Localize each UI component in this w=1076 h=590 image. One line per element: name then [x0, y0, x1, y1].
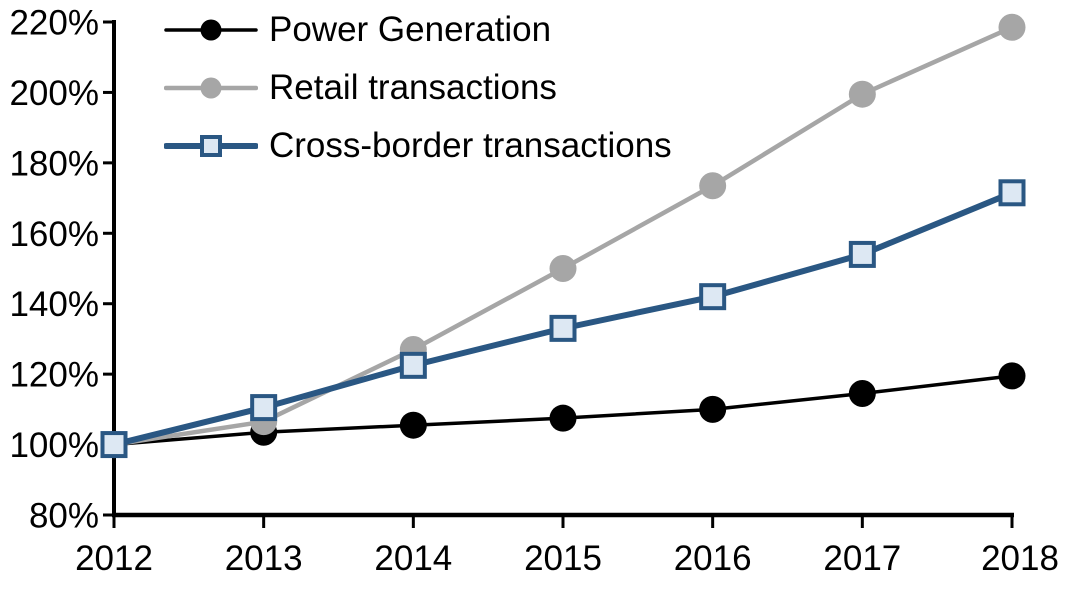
y-tick-label: 80% — [29, 497, 99, 536]
data-point-marker — [848, 380, 876, 408]
legend-label-power-generation: Power Generation — [269, 10, 552, 49]
legend-sample-marker — [200, 135, 222, 157]
x-tick-label: 2018 — [981, 539, 1059, 578]
data-point-marker — [549, 404, 577, 432]
data-point-marker — [699, 395, 727, 423]
data-point-marker — [699, 283, 727, 311]
x-tick-label: 2012 — [75, 539, 153, 578]
y-tick-label: 220% — [9, 4, 99, 43]
data-point-marker — [998, 179, 1026, 207]
y-tick-label: 100% — [9, 426, 99, 465]
y-tick-label: 180% — [9, 144, 99, 183]
series-cross-border-transactions — [100, 179, 1026, 459]
axes: 220% 200% 180% 160% 140% 120% 100% 80%2012 2013 2… — [9, 4, 1058, 579]
x-tick-label: 2015 — [524, 539, 602, 578]
cross-border-transactions-line-sample-icon — [164, 135, 258, 157]
data-point-marker — [549, 255, 577, 282]
data-point-marker — [549, 314, 577, 342]
legend-sample-marker — [200, 77, 222, 99]
power-generation-line-sample-icon — [164, 19, 258, 41]
y-tick-label: 160% — [9, 215, 99, 254]
y-tick-label: 200% — [9, 74, 99, 113]
x-tick-label: 2014 — [374, 539, 452, 578]
data-point-marker — [699, 172, 727, 200]
data-point-marker — [399, 411, 427, 439]
legend-item-retail-transactions: Retail transactions — [164, 69, 557, 107]
x-tick-label: 2016 — [674, 539, 752, 578]
data-point-marker — [848, 240, 876, 268]
y-tick-label: 120% — [9, 356, 99, 395]
data-point-marker — [250, 394, 278, 422]
data-point-marker — [100, 431, 128, 459]
legend-item-power-generation: Power Generation — [164, 11, 551, 49]
x-tick-label: 2013 — [225, 539, 303, 578]
legend-sample-marker — [200, 19, 222, 41]
series-power-generation — [100, 362, 1026, 459]
legend-label-retail-transactions: Retail transactions — [269, 68, 557, 107]
data-point-marker — [399, 351, 427, 379]
data-point-marker — [998, 13, 1026, 41]
y-tick-label: 140% — [9, 285, 99, 324]
data-point-marker — [998, 362, 1026, 390]
retail-transactions-line-sample-icon — [164, 77, 258, 99]
legend-item-cross-border-transactions: Cross-border transactions — [164, 127, 672, 165]
x-tick-label: 2017 — [823, 539, 901, 578]
data-point-marker — [848, 80, 876, 108]
legend-label-cross-border-transactions: Cross-border transactions — [269, 126, 672, 165]
